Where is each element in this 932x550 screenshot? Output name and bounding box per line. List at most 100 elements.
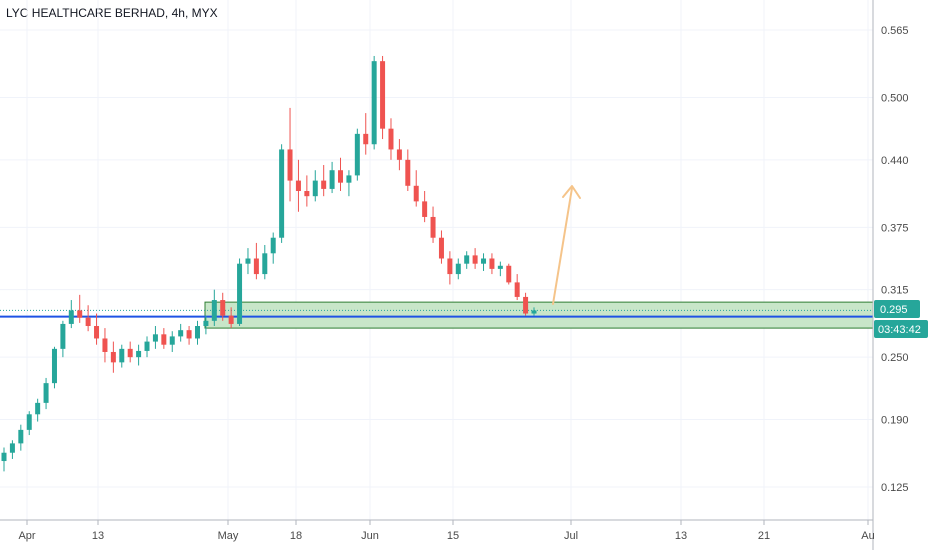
candle-body bbox=[321, 180, 327, 189]
candle-body bbox=[161, 334, 167, 345]
candle bbox=[506, 263, 512, 285]
candle-body bbox=[94, 326, 100, 339]
candle-body bbox=[489, 258, 495, 269]
candle-body bbox=[287, 149, 293, 181]
candle bbox=[523, 292, 529, 316]
candle-body bbox=[464, 255, 470, 264]
candle-body bbox=[1, 452, 7, 462]
candle-body bbox=[60, 323, 66, 349]
x-tick-label: 13 bbox=[675, 530, 687, 542]
candle bbox=[253, 242, 259, 280]
candle bbox=[396, 139, 402, 171]
candle bbox=[380, 55, 386, 140]
candle bbox=[169, 331, 175, 352]
candle bbox=[287, 107, 293, 202]
arrow-shaft bbox=[552, 187, 573, 305]
candle bbox=[346, 170, 352, 197]
x-tick-label: 15 bbox=[447, 530, 459, 542]
candle bbox=[127, 341, 133, 363]
candle bbox=[178, 323, 184, 342]
y-tick-label: 0.190 bbox=[881, 414, 909, 426]
candle-body bbox=[422, 201, 428, 217]
candle-body bbox=[455, 263, 461, 275]
arrow-head bbox=[562, 185, 581, 199]
candle-body bbox=[245, 258, 251, 264]
x-tick-label: Apr bbox=[18, 530, 35, 542]
candle-body bbox=[472, 255, 478, 264]
candle-body bbox=[531, 310, 537, 314]
candle bbox=[237, 258, 243, 327]
y-tick-label: 0.440 bbox=[881, 155, 909, 167]
candle bbox=[438, 230, 444, 264]
candle bbox=[144, 336, 150, 358]
candle bbox=[35, 398, 41, 422]
candle bbox=[312, 170, 318, 202]
candle bbox=[338, 157, 344, 191]
candle-body bbox=[220, 300, 226, 316]
candle bbox=[51, 346, 57, 389]
x-tick-label: 18 bbox=[290, 530, 302, 542]
candle bbox=[152, 326, 158, 349]
x-tick-label: May bbox=[218, 530, 239, 542]
candle bbox=[363, 113, 369, 155]
candle bbox=[161, 328, 167, 349]
y-tick-label: 0.250 bbox=[881, 352, 909, 364]
candle-body bbox=[203, 320, 209, 327]
candle-body bbox=[270, 237, 276, 254]
candle bbox=[422, 190, 428, 223]
candle-body bbox=[380, 61, 386, 129]
candle-body bbox=[35, 402, 41, 415]
candle-body bbox=[312, 180, 318, 197]
candle-body bbox=[497, 265, 503, 269]
candle-body bbox=[144, 341, 150, 351]
candle-body bbox=[136, 350, 142, 358]
candle bbox=[136, 344, 142, 366]
candle bbox=[295, 159, 301, 212]
candle-body bbox=[253, 258, 259, 275]
price-axis: 0.565 0.500 0.440 0.375 0.315 0.250 0.190 0.125 bbox=[881, 25, 909, 494]
candle bbox=[388, 118, 394, 160]
countdown-tag: 03:43:42 bbox=[874, 320, 928, 338]
candle bbox=[119, 344, 125, 368]
candle bbox=[85, 305, 91, 332]
candle bbox=[1, 447, 7, 472]
candle bbox=[186, 326, 192, 345]
candle bbox=[9, 440, 15, 459]
candle-body bbox=[119, 348, 125, 363]
candle-body bbox=[447, 258, 453, 275]
candle-body bbox=[211, 300, 217, 321]
candle-body bbox=[43, 383, 49, 403]
candle-body bbox=[169, 336, 175, 345]
y-tick-label: 0.125 bbox=[881, 482, 909, 494]
x-tick-label: Jun bbox=[361, 530, 379, 542]
candle bbox=[110, 341, 116, 373]
candle-body bbox=[304, 190, 310, 197]
candle-body bbox=[77, 310, 83, 318]
candle bbox=[413, 170, 419, 207]
candle-body bbox=[354, 133, 360, 176]
candle bbox=[68, 300, 74, 329]
candle-body bbox=[186, 330, 192, 339]
candle-body bbox=[85, 317, 91, 327]
candle bbox=[77, 294, 83, 323]
candle-body bbox=[51, 348, 57, 384]
grid bbox=[0, 0, 873, 520]
x-tick-label: 21 bbox=[758, 530, 770, 542]
candle bbox=[481, 253, 487, 271]
candle bbox=[371, 55, 377, 150]
price-tag-label: 0.295 bbox=[880, 304, 908, 316]
up-arrow-annotation bbox=[552, 185, 581, 305]
candle bbox=[447, 251, 453, 285]
candle-body bbox=[523, 296, 529, 314]
candle bbox=[497, 261, 503, 277]
candle-body bbox=[26, 414, 32, 430]
candle bbox=[279, 144, 285, 243]
candle bbox=[514, 274, 520, 301]
countdown-label: 03:43:42 bbox=[878, 324, 921, 336]
candle bbox=[26, 411, 32, 436]
x-tick-label: Jul bbox=[564, 530, 578, 542]
candle bbox=[455, 258, 461, 280]
candle-body bbox=[237, 263, 243, 324]
x-tick-label: 13 bbox=[92, 530, 104, 542]
